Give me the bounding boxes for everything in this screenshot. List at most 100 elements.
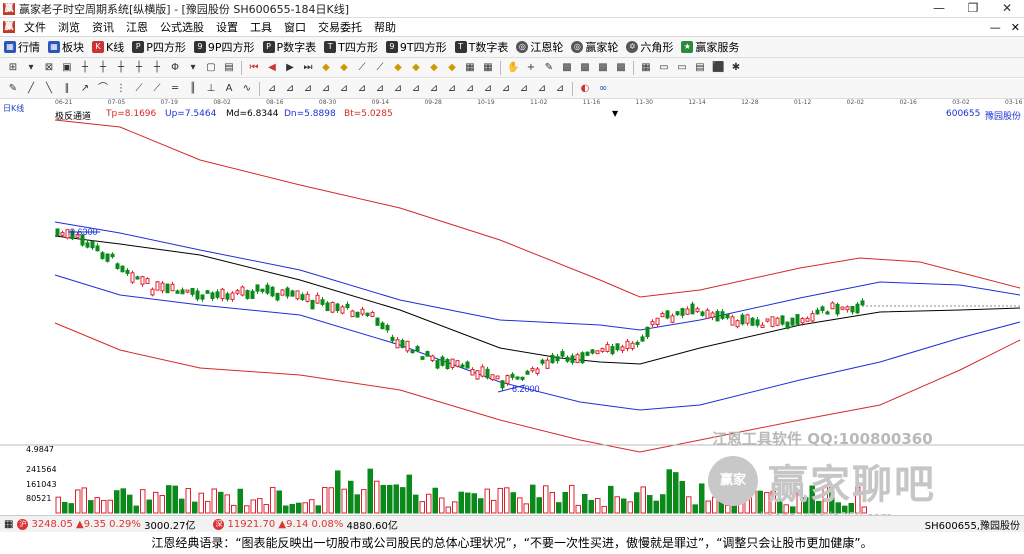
sh-index[interactable]: 沪 3248.05 ▲9.35 0.29% 3000.27亿 xyxy=(17,518,196,532)
grid-tool-icon[interactable]: ▦ xyxy=(483,61,493,73)
wave-icon[interactable]: ∿ xyxy=(242,82,252,94)
channel-icon[interactable]: ⊿ xyxy=(375,82,385,94)
rect-icon[interactable]: ▢ xyxy=(206,61,216,73)
fib-icon[interactable]: ⋮ xyxy=(116,82,126,94)
mdi-close-button[interactable]: ✕ xyxy=(1010,20,1020,34)
toolbar-t-table[interactable]: T T数字表 xyxy=(451,37,513,57)
channel-icon[interactable]: ⊿ xyxy=(447,82,457,94)
line-icon[interactable]: ╱ xyxy=(27,82,35,94)
toolbar-hexagon[interactable]: ✡ 六角形 xyxy=(622,37,677,57)
toolbar-9t-square[interactable]: 9 9T四方形 xyxy=(382,37,451,57)
pen-icon[interactable]: ✎ xyxy=(8,82,18,94)
parallel-icon[interactable]: ∥ xyxy=(64,82,70,94)
diamond-icon[interactable]: ◆ xyxy=(412,61,420,73)
sz-index[interactable]: 深 11921.70 ▲9.14 0.08% 4880.60亿 xyxy=(213,518,398,532)
toolbar-p-table[interactable]: P P数字表 xyxy=(259,37,321,57)
dropdown-icon[interactable]: ▾ xyxy=(190,61,196,73)
candle-tool-icon[interactable]: ┼ xyxy=(99,61,107,73)
window-icon[interactable]: ▭ xyxy=(659,61,669,73)
channel-icon[interactable]: ⊿ xyxy=(303,82,313,94)
menu-gann[interactable]: 江恩 xyxy=(126,21,148,34)
menu-settings[interactable]: 设置 xyxy=(216,21,238,34)
crosshair-icon[interactable]: + xyxy=(526,61,536,73)
zoom-icon[interactable]: ⊠ xyxy=(44,61,54,73)
diamond-icon[interactable]: ◆ xyxy=(430,61,438,73)
phi-icon[interactable]: Φ xyxy=(171,61,179,73)
toolbar-kline[interactable]: K K线 xyxy=(88,37,128,57)
stats-icon[interactable]: ▣ xyxy=(62,61,72,73)
hline-icon[interactable]: ═ xyxy=(171,82,179,94)
channel-icon[interactable]: ⊿ xyxy=(411,82,421,94)
cycle-icon[interactable]: ⊥ xyxy=(206,82,216,94)
channel-icon[interactable]: ⊿ xyxy=(429,82,439,94)
cursor-icon[interactable]: ⊞ xyxy=(8,61,18,73)
menu-file[interactable]: 文件 xyxy=(24,21,46,34)
book-icon[interactable]: ▤ xyxy=(224,61,234,73)
channel-icon[interactable]: ⊿ xyxy=(357,82,367,94)
candle-tool-icon[interactable]: ┼ xyxy=(117,61,125,73)
prev-icon[interactable]: ◀ xyxy=(268,61,276,73)
diamond-icon[interactable]: ◆ xyxy=(340,61,348,73)
kline-chart[interactable]: 9.6300 6.2000 xyxy=(0,100,1024,515)
channel-icon[interactable]: ⊿ xyxy=(267,82,277,94)
toolbar-quotes[interactable]: ▦ 行情 xyxy=(0,37,44,57)
menu-browse[interactable]: 浏览 xyxy=(58,21,80,34)
dropdown-icon[interactable]: ▾ xyxy=(28,61,34,73)
car-icon[interactable]: ⬛ xyxy=(712,61,725,73)
ray-icon[interactable]: ↗ xyxy=(80,82,90,94)
channel-icon[interactable]: ⊿ xyxy=(465,82,475,94)
text-icon[interactable]: A xyxy=(225,82,233,94)
toolbar-9p-square[interactable]: 9 9P四方形 xyxy=(190,37,259,57)
menu-tools[interactable]: 工具 xyxy=(250,21,272,34)
toolbar-winner-wheel[interactable]: ◎ 赢家轮 xyxy=(567,37,622,57)
settings-icon[interactable]: ✱ xyxy=(731,61,741,73)
hand-icon[interactable]: ✋ xyxy=(507,61,520,73)
minimize-button[interactable]: — xyxy=(933,1,945,15)
channel-icon[interactable]: ⊿ xyxy=(519,82,529,94)
gann-box-icon[interactable]: ▩ xyxy=(562,61,572,73)
toolbar-t-square[interactable]: T T四方形 xyxy=(320,37,382,57)
dropdown-arrow-icon[interactable]: ▼ xyxy=(612,109,619,118)
line-icon[interactable]: ╲ xyxy=(45,82,53,94)
menu-window[interactable]: 窗口 xyxy=(284,21,306,34)
menu-trade[interactable]: 交易委托 xyxy=(318,21,362,34)
menu-help[interactable]: 帮助 xyxy=(374,21,396,34)
channel-icon[interactable]: ⊿ xyxy=(285,82,295,94)
book-icon[interactable]: ▤ xyxy=(695,61,705,73)
gann-box-icon[interactable]: ▩ xyxy=(598,61,608,73)
candle-tool-icon[interactable]: ┼ xyxy=(153,61,161,73)
candle-tool-icon[interactable]: ┼ xyxy=(135,61,143,73)
arc-icon[interactable]: ⌒ xyxy=(98,82,108,94)
toolbar-sectors[interactable]: ▦ 板块 xyxy=(44,37,88,57)
maximize-button[interactable]: ❐ xyxy=(967,1,979,15)
channel-icon[interactable]: ⊿ xyxy=(393,82,403,94)
next-icon[interactable]: ▶ xyxy=(286,61,294,73)
diamond-icon[interactable]: ◆ xyxy=(448,61,456,73)
grid-tool-icon[interactable]: ▦ xyxy=(465,61,475,73)
channel-icon[interactable]: ⊿ xyxy=(501,82,511,94)
channel-icon[interactable]: ⊿ xyxy=(321,82,331,94)
menu-info[interactable]: 资讯 xyxy=(92,21,114,34)
vline-icon[interactable]: ║ xyxy=(189,82,197,94)
candle-tool-icon[interactable]: ┼ xyxy=(81,61,89,73)
toolbar-gann-wheel[interactable]: ◎ 江恩轮 xyxy=(512,37,567,57)
gann-box-icon[interactable]: ▩ xyxy=(580,61,590,73)
menu-formula[interactable]: 公式选股 xyxy=(160,21,204,34)
channel-icon[interactable]: ⊿ xyxy=(483,82,493,94)
gann-fan-icon[interactable]: ⟋ xyxy=(153,82,161,94)
diamond-icon[interactable]: ◆ xyxy=(394,61,402,73)
mdi-minimize-button[interactable]: — xyxy=(989,20,1001,34)
draw-icon[interactable]: ✎ xyxy=(544,61,554,73)
channel-icon[interactable]: ⊿ xyxy=(339,82,349,94)
gann-box-icon[interactable]: ▩ xyxy=(616,61,626,73)
last-page-icon[interactable]: ⏭ xyxy=(303,61,313,73)
diamond-icon[interactable]: ◆ xyxy=(322,61,330,73)
fan-icon[interactable]: ⟋ xyxy=(358,61,366,73)
channel-icon[interactable]: ⊿ xyxy=(555,82,565,94)
toolbar-service[interactable]: ★ 赢家服务 xyxy=(677,37,743,57)
fan-icon[interactable]: ⟋ xyxy=(376,61,384,73)
toolbar-p-square[interactable]: P P四方形 xyxy=(128,37,190,57)
infinity-icon[interactable]: ∞ xyxy=(598,82,608,94)
close-button[interactable]: ✕ xyxy=(1001,1,1013,15)
first-page-icon[interactable]: ⏮ xyxy=(249,61,259,73)
